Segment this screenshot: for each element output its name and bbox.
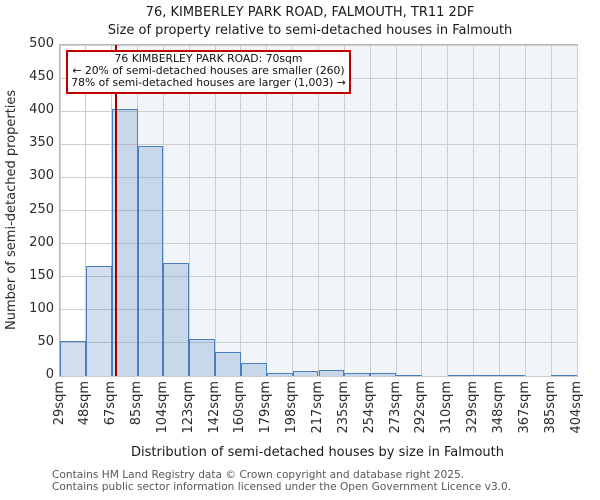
annotation-smaller-line: ← 20% of semi-detached houses are smalle… (72, 64, 345, 78)
histogram-bar (473, 374, 500, 376)
x-tick-label: 48sqm (77, 381, 93, 426)
histogram-bar (447, 374, 474, 376)
histogram-bar (266, 373, 293, 376)
histogram-bar (60, 340, 86, 376)
attribution-line-2: Contains public sector information licen… (52, 480, 512, 493)
property-annotation-box: 76 KIMBERLEY PARK ROAD: 70sqm ← 20% of s… (66, 50, 351, 94)
chart-title: 76, KIMBERLEY PARK ROAD, FALMOUTH, TR11 … (145, 5, 475, 20)
attribution-line-1: Contains HM Land Registry data © Crown c… (52, 469, 465, 481)
property-size-marker-line (115, 45, 117, 376)
y-tick-label: 100 (29, 300, 54, 316)
x-tick-label: 404sqm (568, 381, 584, 434)
histogram-bar (85, 266, 112, 376)
x-tick-label: 142sqm (206, 381, 222, 434)
histogram-bar (318, 370, 345, 376)
y-tick-label: 400 (29, 102, 54, 118)
x-tick-label: 329sqm (465, 381, 481, 434)
histogram-bar (240, 363, 267, 376)
x-tick-label: 292sqm (413, 381, 429, 434)
x-tick-label: 198sqm (284, 381, 300, 434)
y-tick-label: 500 (29, 36, 54, 51)
horizontal-gridline (60, 210, 577, 211)
horizontal-gridline (60, 243, 577, 245)
y-tick-label: 200 (29, 234, 54, 250)
histogram-bar (292, 371, 319, 376)
y-tick-label: 300 (29, 168, 54, 184)
y-tick-label: 250 (29, 201, 54, 217)
vertical-gridline (576, 45, 578, 376)
annotation-larger-line: 78% of semi-detached houses are larger (… (71, 76, 346, 90)
y-tick-label: 350 (29, 135, 54, 151)
histogram-bar (163, 262, 190, 376)
histogram-bar (344, 373, 371, 376)
horizontal-gridline (60, 44, 577, 46)
annotation-property-line: 76 KIMBERLEY PARK ROAD: 70sqm (114, 52, 303, 65)
x-tick-label: 217sqm (310, 381, 325, 434)
x-tick-label: 179sqm (258, 381, 274, 434)
y-tick-label: 0 (45, 367, 54, 382)
y-tick-label: 450 (29, 69, 54, 85)
y-tick-label: 150 (29, 267, 54, 283)
x-tick-label: 310sqm (439, 381, 455, 434)
horizontal-gridline (60, 342, 577, 344)
histogram-bar (215, 352, 241, 376)
horizontal-gridline (60, 176, 577, 178)
x-tick-label: 160sqm (232, 381, 248, 434)
x-axis-label: Distribution of semi-detached houses by … (130, 445, 505, 460)
x-tick-label: 367sqm (516, 381, 532, 434)
x-tick-label: 29sqm (51, 381, 67, 426)
histogram-bar (189, 338, 216, 376)
histogram-bar (396, 375, 422, 376)
x-tick-label: 385sqm (542, 381, 558, 434)
x-tick-label: 273sqm (387, 381, 403, 434)
histogram-bar (370, 373, 397, 376)
histogram-bar (551, 374, 577, 376)
horizontal-gridline (60, 375, 577, 377)
horizontal-gridline (60, 276, 577, 278)
x-tick-label: 348sqm (490, 381, 506, 434)
chart-subtitle: Size of property relative to semi-detach… (107, 23, 513, 38)
x-tick-label: 85sqm (129, 381, 145, 426)
x-tick-label: 235sqm (335, 381, 351, 434)
attribution-footer: Contains HM Land Registry data © Crown c… (52, 469, 512, 494)
horizontal-gridline (60, 110, 577, 112)
horizontal-gridline (60, 309, 577, 311)
x-tick-label: 254sqm (361, 381, 377, 434)
horizontal-gridline (60, 143, 577, 145)
plot-area (59, 44, 578, 377)
y-tick-label: 50 (37, 333, 54, 349)
x-tick-label: 123sqm (180, 381, 196, 434)
histogram-bar (137, 146, 164, 376)
x-tick-label: 67sqm (103, 381, 119, 426)
x-tick-label: 104sqm (154, 381, 170, 434)
histogram-bar (499, 374, 526, 376)
